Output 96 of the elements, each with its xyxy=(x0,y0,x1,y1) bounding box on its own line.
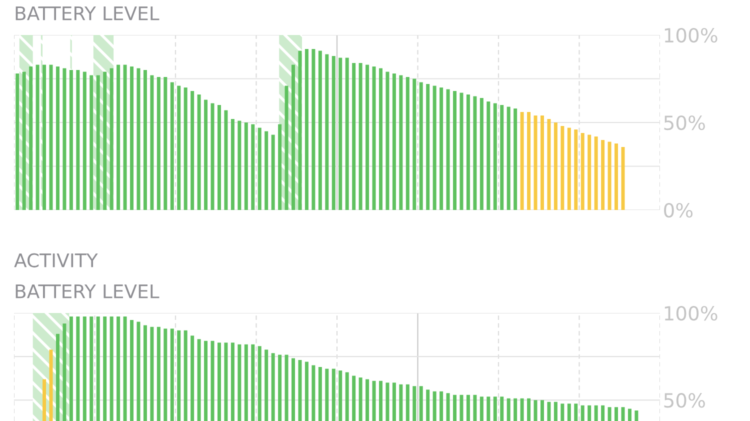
bar xyxy=(560,126,564,210)
bar xyxy=(392,74,396,210)
bar xyxy=(554,122,558,210)
bar xyxy=(130,66,134,210)
bar xyxy=(230,119,234,210)
bar xyxy=(96,75,100,210)
bar xyxy=(170,82,174,210)
bar xyxy=(271,134,275,210)
bar xyxy=(204,100,208,210)
bar xyxy=(332,56,336,210)
bar xyxy=(486,102,490,210)
bar xyxy=(480,98,484,210)
bar xyxy=(278,124,282,210)
bar xyxy=(116,64,120,210)
bar xyxy=(500,105,504,210)
bar xyxy=(150,75,154,210)
bar xyxy=(22,72,26,210)
bar xyxy=(594,136,598,210)
bar xyxy=(547,119,551,210)
bar xyxy=(426,84,430,210)
bar xyxy=(527,112,531,210)
bar xyxy=(62,68,66,210)
bar xyxy=(574,130,578,210)
bar xyxy=(292,64,296,210)
bar xyxy=(304,49,308,210)
bar xyxy=(164,77,168,210)
bar xyxy=(358,63,362,210)
bar xyxy=(366,64,370,210)
bar xyxy=(466,94,470,210)
bar xyxy=(318,50,322,210)
bar xyxy=(110,68,114,210)
y-tick-label: 50% xyxy=(664,115,705,130)
bar xyxy=(493,103,497,210)
bar xyxy=(399,75,403,210)
bar xyxy=(210,103,214,210)
bar xyxy=(601,140,605,210)
bar xyxy=(238,120,242,210)
bar xyxy=(446,89,450,210)
y-tick-label: 100% xyxy=(664,28,718,43)
bar xyxy=(419,82,423,210)
bar xyxy=(432,86,436,210)
y-tick-label: 0% xyxy=(664,202,693,218)
bar xyxy=(123,64,127,210)
bar xyxy=(621,147,625,210)
bar xyxy=(520,112,524,210)
y-tick-label: 50% xyxy=(664,393,705,408)
bar xyxy=(197,94,201,210)
bar xyxy=(338,58,342,210)
bar xyxy=(190,91,194,210)
bar xyxy=(588,134,592,210)
bar xyxy=(325,54,329,210)
bar xyxy=(184,88,188,210)
bar xyxy=(143,70,147,210)
bar xyxy=(56,66,60,210)
bar xyxy=(224,110,228,210)
bar xyxy=(345,58,349,210)
bar xyxy=(473,96,477,210)
bar xyxy=(103,72,107,210)
bar xyxy=(440,88,444,210)
bar xyxy=(284,86,288,210)
bar xyxy=(352,63,356,210)
bar xyxy=(567,128,571,210)
bar xyxy=(217,105,221,210)
bar xyxy=(378,68,382,210)
bar xyxy=(244,122,248,210)
chart-title: BATTERY LEVEL xyxy=(16,6,160,20)
bar xyxy=(90,75,94,210)
bar xyxy=(16,74,20,210)
bar xyxy=(251,124,255,210)
bar xyxy=(136,68,140,210)
bar xyxy=(49,64,53,210)
bar xyxy=(177,86,181,210)
bar xyxy=(82,72,86,210)
bar xyxy=(298,50,302,210)
bar xyxy=(76,70,80,210)
bar xyxy=(608,142,612,210)
bar xyxy=(534,116,538,210)
chart-title: ACTIVITY xyxy=(14,253,98,268)
bar xyxy=(614,144,618,210)
bar xyxy=(506,106,510,210)
bar xyxy=(312,49,316,210)
chart-subtitle: BATTERY LEVEL xyxy=(16,284,160,298)
bar xyxy=(372,66,376,210)
bar xyxy=(29,66,33,210)
bar xyxy=(386,72,390,210)
bar xyxy=(264,131,268,210)
bar xyxy=(412,78,416,210)
bar xyxy=(453,91,457,210)
bar xyxy=(460,92,464,210)
bar xyxy=(540,116,544,210)
bar xyxy=(580,133,584,210)
bar xyxy=(156,77,160,210)
bar xyxy=(406,77,410,210)
y-tick-label: 100% xyxy=(664,306,718,321)
bar xyxy=(514,108,518,210)
bar xyxy=(258,128,262,210)
